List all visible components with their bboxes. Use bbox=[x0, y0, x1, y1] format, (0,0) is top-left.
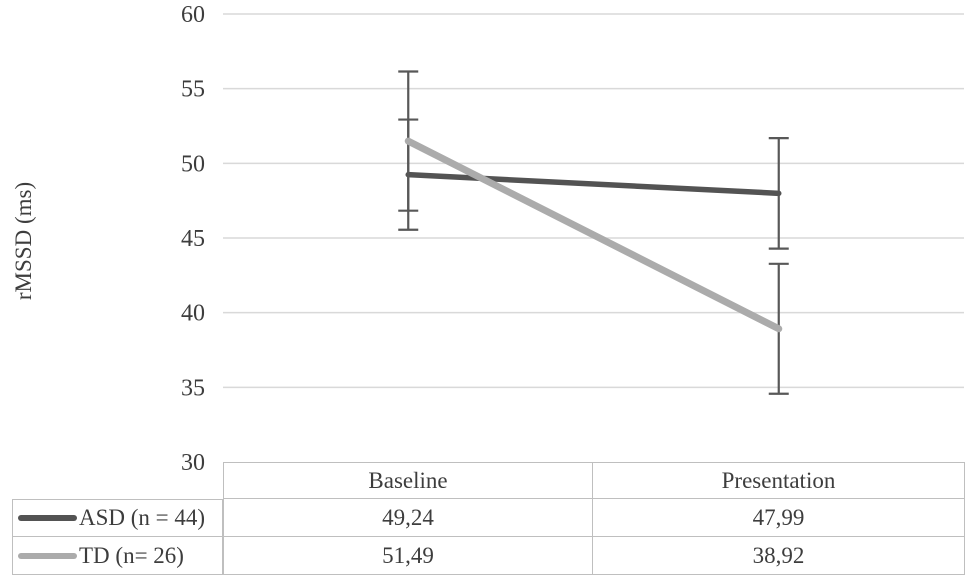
asd-line-swatch bbox=[18, 515, 77, 521]
td-line-swatch bbox=[18, 552, 77, 559]
y-tick-label-60: 60 bbox=[181, 2, 205, 28]
y-tick-label-40: 40 bbox=[181, 301, 205, 327]
table-corner-blank bbox=[12, 462, 223, 499]
y-tick-label-30: 30 bbox=[181, 450, 205, 476]
table-cell-asd-presentation: 47,99 bbox=[593, 499, 965, 537]
column-header-baseline: Baseline bbox=[223, 462, 593, 499]
y-tick-label-35: 35 bbox=[181, 375, 205, 401]
table-cell-asd-baseline: 49,24 bbox=[223, 499, 593, 537]
series-line-1 bbox=[404, 137, 783, 333]
table-cell-td-presentation: 38,92 bbox=[593, 537, 965, 575]
y-tick-label-55: 55 bbox=[181, 77, 205, 103]
legend-label-td: TD (n= 26) bbox=[79, 542, 184, 568]
legend-item-td: TD (n= 26) bbox=[12, 537, 223, 575]
y-tick-label-50: 50 bbox=[181, 151, 205, 177]
data-table: Baseline Presentation ASD (n = 44) 49,24… bbox=[12, 462, 965, 575]
series-line-0 bbox=[405, 171, 782, 197]
y-tick-label-45: 45 bbox=[181, 226, 205, 252]
column-header-presentation: Presentation bbox=[593, 462, 965, 499]
legend-label-asd: ASD (n = 44) bbox=[79, 505, 206, 530]
table-cell-td-baseline: 51,49 bbox=[223, 537, 593, 575]
legend-item-asd: ASD (n = 44) bbox=[12, 499, 223, 537]
